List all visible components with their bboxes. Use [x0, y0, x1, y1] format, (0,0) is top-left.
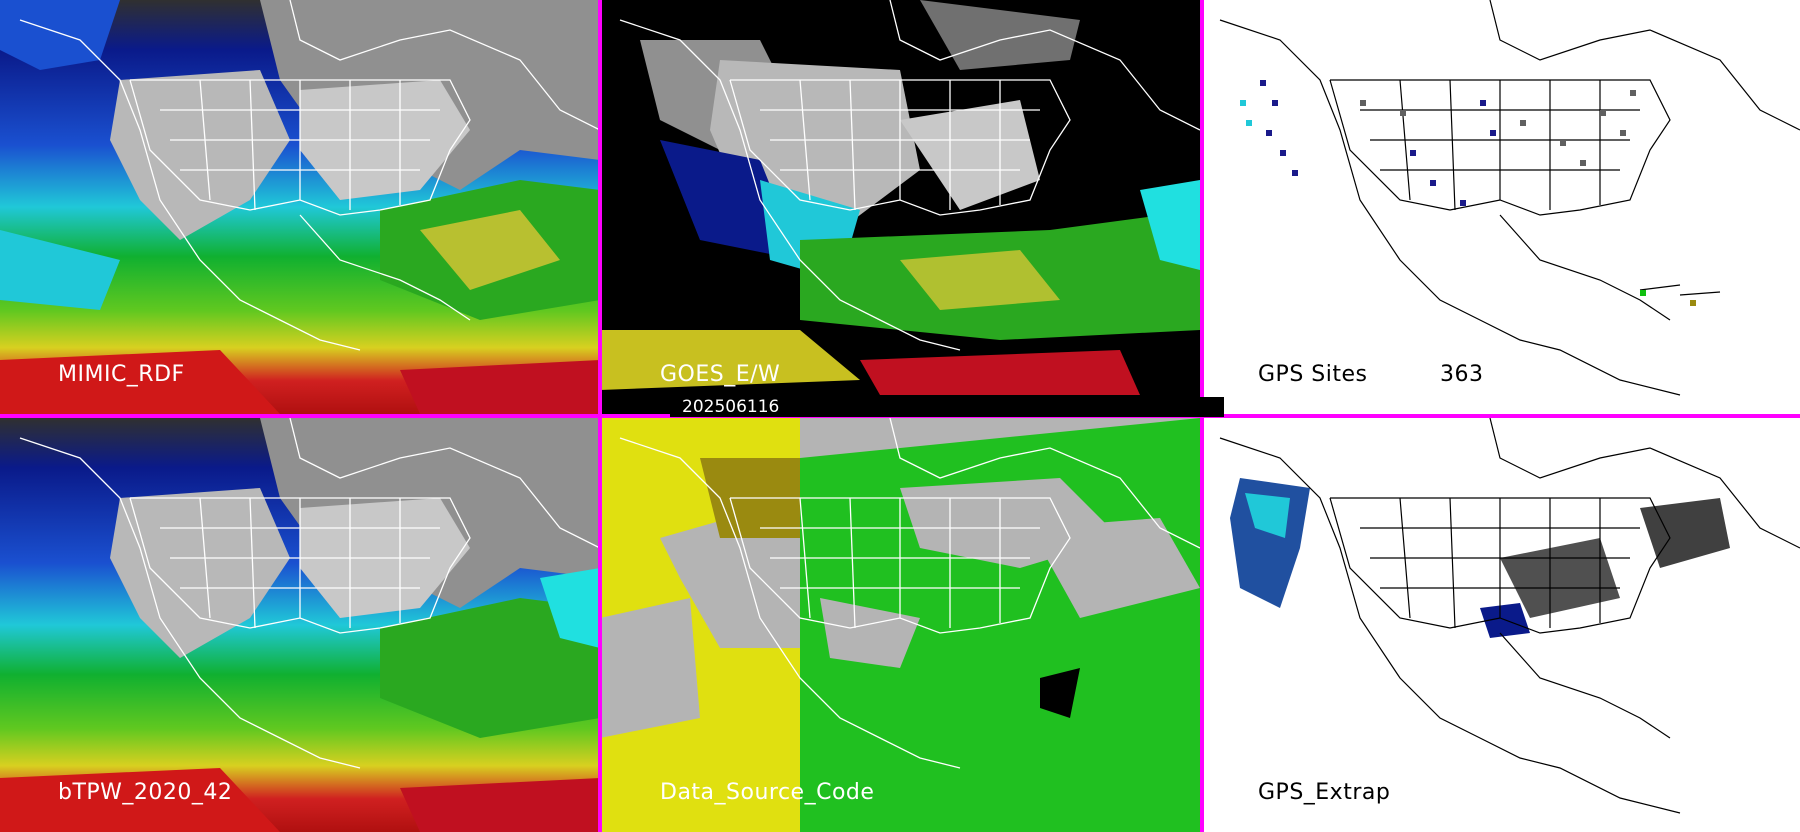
panel-label-gps-sites: GPS Sites — [1258, 362, 1368, 387]
tpw-map-btpw — [0, 418, 600, 832]
timestamp-bar: 202506116 — [670, 397, 1224, 417]
btpw-panel: bTPW_2020_42 — [0, 418, 600, 832]
gps-site-count: 363 — [1440, 362, 1484, 387]
panel-label-mimic: MIMIC_RDF — [58, 362, 185, 387]
tpw-map-mimic — [0, 0, 600, 414]
gps-extrap-panel: GPS_Extrap — [1200, 418, 1800, 832]
separator-vertical-left — [598, 0, 602, 832]
data-source-map — [600, 418, 1200, 832]
timestamp-text: 202506116 — [682, 397, 780, 417]
panel-label-gps-extrap: GPS_Extrap — [1258, 780, 1391, 805]
data-source-panel: Data_Source_Code — [600, 418, 1200, 832]
panel-label-goes: GOES_E/W — [660, 362, 781, 387]
panel-label-btpw: bTPW_2020_42 — [58, 780, 233, 805]
mimic-rdf-panel: MIMIC_RDF — [0, 0, 600, 414]
gps-site-markers — [1260, 80, 1496, 206]
gps-extrap-map — [1219, 418, 1800, 814]
goes-panel: GOES_E/W — [600, 0, 1200, 414]
tpw-map-goes — [600, 0, 1200, 395]
gps-sites-panel: GPS Sites 363 — [1200, 0, 1800, 414]
panel-label-data-source: Data_Source_Code — [660, 780, 875, 805]
gps-sites-map — [1219, 0, 1800, 396]
